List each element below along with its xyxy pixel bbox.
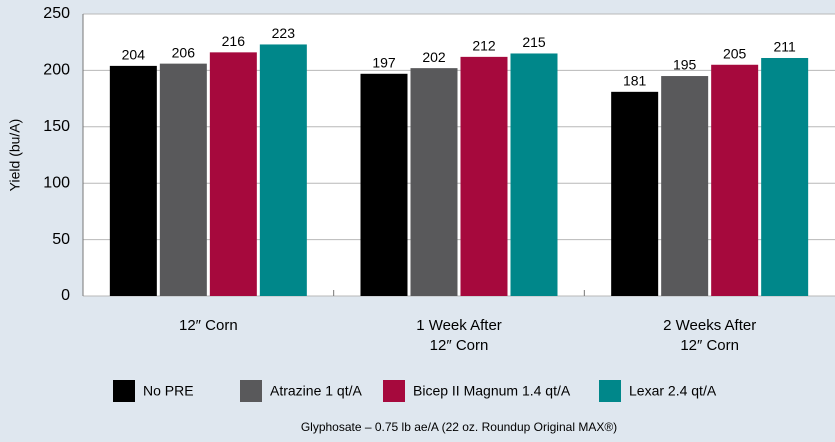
legend-label: Atrazine 1 qt/A: [270, 383, 362, 399]
bar: [761, 57, 809, 296]
bar: [360, 73, 408, 296]
y-tick-label: 150: [43, 118, 70, 135]
x-tick-label: 12″ Corn: [179, 317, 238, 334]
bar: [611, 91, 659, 296]
value-label: 204: [122, 47, 146, 63]
legend-swatch: [240, 380, 262, 402]
legend-swatch: [383, 380, 405, 402]
bar: [410, 68, 458, 296]
plot-area: [83, 14, 835, 296]
bar: [510, 53, 558, 297]
legend-label: Lexar 2.4 qt/A: [629, 383, 717, 399]
bar: [109, 65, 157, 296]
bar: [209, 52, 257, 296]
value-label: 215: [522, 34, 546, 50]
y-tick-label: 200: [43, 62, 70, 79]
y-tick-label: 50: [52, 231, 70, 248]
legend-swatch: [113, 380, 135, 402]
y-tick-label: 100: [43, 174, 70, 191]
bar: [460, 56, 508, 296]
legend-swatch: [599, 380, 621, 402]
value-label: 197: [372, 54, 396, 70]
bar: [159, 63, 207, 296]
value-label: 211: [774, 39, 797, 55]
bar: [259, 44, 307, 297]
x-axis-label: Glyphosate – 0.75 lb ae/A (22 oz. Roundu…: [301, 420, 617, 434]
legend-label: No PRE: [143, 383, 194, 399]
value-label: 202: [422, 49, 446, 65]
value-label: 223: [272, 25, 296, 41]
value-label: 181: [623, 73, 647, 89]
bar: [661, 76, 709, 296]
value-label: 212: [472, 38, 496, 54]
value-label: 206: [172, 44, 196, 60]
bar: [711, 64, 759, 296]
y-tick-label: 250: [43, 5, 70, 22]
value-label: 205: [723, 45, 747, 61]
value-label: 195: [673, 57, 697, 73]
x-tick-label: 2 Weeks After 12″ Corn: [663, 317, 756, 354]
y-tick-label: 0: [61, 287, 70, 304]
legend-label: Bicep II Magnum 1.4 qt/A: [413, 383, 571, 399]
value-label: 216: [222, 33, 246, 49]
x-tick-label: 1 Week After 12″ Corn: [416, 317, 502, 354]
y-axis-label: Yield (bu/A): [7, 119, 23, 192]
